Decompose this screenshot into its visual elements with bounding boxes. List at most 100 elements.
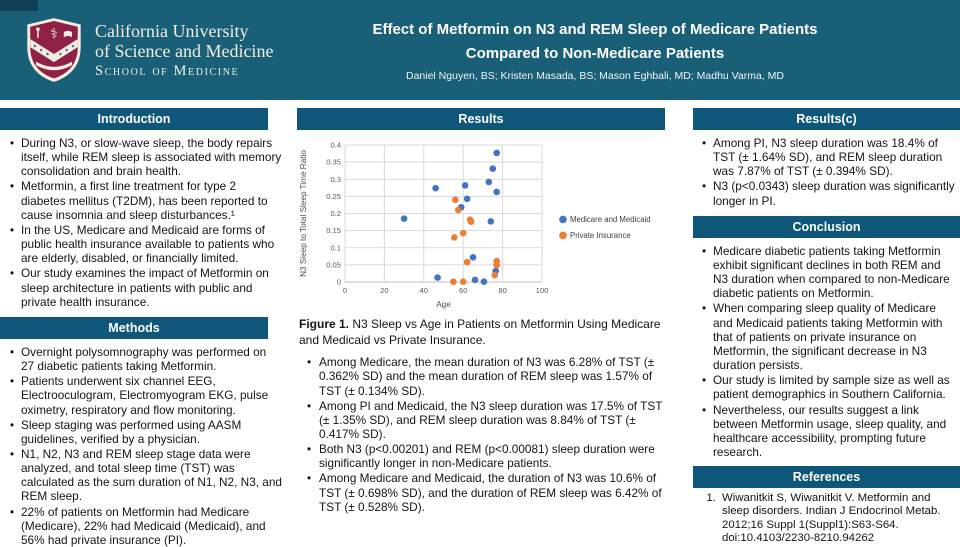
column-middle: Results 0 20 40 60 80 100 0 0.05 0.1 0.15 0.2 0.25 0… — [297, 108, 665, 514]
column-left: Introduction During N3, or slow-wave sle… — [0, 108, 290, 547]
chart-point — [451, 234, 458, 241]
column-right: Results(c) Among PI, N3 sleep duration w… — [693, 108, 960, 545]
svg-text:★: ★ — [71, 43, 76, 48]
staff-of-asclepius-icon: ⚕ — [50, 26, 58, 42]
svg-text:40: 40 — [420, 286, 428, 295]
section-header-introduction: Introduction — [0, 108, 268, 130]
university-shield-icon: ⚕ ★ ★ ★ ★ ★ ★ — [27, 18, 81, 82]
chart-point — [452, 196, 459, 204]
introduction-bullet: During N3, or slow-wave sleep, the body … — [8, 136, 282, 178]
series-private-insurance — [450, 196, 500, 285]
results-bullet: Among Medicare and Medicaid, the duratio… — [303, 471, 663, 513]
svg-text:★: ★ — [65, 47, 70, 52]
poster-title: Effect of Metformin on N3 and REM Sleep … — [372, 18, 817, 65]
svg-text:0.2: 0.2 — [330, 209, 341, 218]
svg-text:0.25: 0.25 — [326, 192, 341, 201]
conclusion-bullet: Medicare diabetic patients taking Metfor… — [700, 244, 958, 301]
poster-title-line2: Compared to Non-Medicare Patients — [465, 44, 725, 62]
reference-item: Wiwanitkit S, Wiwanitkit V. Metformin an… — [719, 492, 960, 545]
chart-tick-labels: 0 20 40 60 80 100 0 0.05 0.1 0.15 0.2 0.25 0.3 0.35 0.… — [326, 141, 548, 295]
conclusion-bullet: Nevertheless, our results suggest a link… — [700, 403, 958, 460]
references-list: Wiwanitkit S, Wiwanitkit V. Metformin an… — [693, 492, 960, 545]
conclusion-bullet: Our study is limited by sample size as w… — [700, 373, 958, 401]
scatter-chart: 0 20 40 60 80 100 0 0.05 0.1 0.15 0.2 0.25 0.3 0.35 0.… — [297, 134, 665, 316]
chart-point — [469, 254, 477, 261]
results-bullet: Among PI and Medicaid, the N3 sleep dura… — [303, 399, 663, 441]
chart-point — [400, 215, 408, 222]
x-axis-title: Age — [436, 300, 451, 309]
chart-point — [493, 261, 500, 269]
svg-text:0: 0 — [343, 286, 347, 295]
university-name-line1: California University — [95, 20, 249, 41]
chart-point — [459, 278, 467, 285]
university-logo: ⚕ ★ ★ ★ ★ ★ ★ California University of S… — [25, 16, 273, 84]
chart-point — [454, 206, 462, 214]
legend-label: Medicare and Medicaid — [570, 215, 651, 224]
results-bullet: Among Medicare, the mean duration of N3 … — [303, 355, 663, 397]
methods-list: Overnight polysomnography was performed … — [0, 339, 290, 547]
svg-text:0.15: 0.15 — [326, 226, 341, 235]
chart-point — [434, 274, 441, 281]
chart-point — [485, 178, 493, 186]
series-medicare-medicaid — [400, 149, 500, 285]
svg-text:★: ★ — [58, 52, 63, 57]
methods-bullet: N1, N2, N3 and REM sleep stage data were… — [8, 447, 282, 504]
results-c-bullet: N3 (p<0.0343) sleep duration was signifi… — [700, 179, 958, 207]
chart-point — [467, 218, 475, 226]
chart-grid — [344, 144, 543, 283]
university-name-line3: School of Medicine — [95, 62, 240, 79]
introduction-bullet: Metformin, a first line treatment for ty… — [8, 179, 282, 221]
authors-line: Daniel Nguyen, BS; Kristen Masada, BS; M… — [406, 69, 784, 82]
conclusion-bullet: When comparing sleep quality of Medicare… — [700, 301, 958, 372]
section-header-methods: Methods — [0, 316, 268, 339]
chart-point — [471, 276, 479, 284]
svg-text:0.35: 0.35 — [326, 158, 341, 167]
methods-bullet: Overnight polysomnography was performed … — [8, 345, 282, 373]
chart-point — [450, 278, 457, 285]
svg-text:0.05: 0.05 — [326, 260, 341, 269]
introduction-list: During N3, or slow-wave sleep, the body … — [0, 130, 290, 309]
svg-text:20: 20 — [380, 286, 388, 295]
svg-text:★: ★ — [46, 52, 51, 57]
svg-text:★: ★ — [33, 43, 38, 48]
introduction-bullet: In the US, Medicare and Medicaid are for… — [8, 223, 282, 265]
chart-point — [463, 258, 471, 266]
section-header-results: Results — [297, 108, 665, 130]
chart-point — [463, 195, 471, 203]
conclusion-list: Medicare diabetic patients taking Metfor… — [693, 238, 960, 459]
title-block: Effect of Metformin on N3 and REM Sleep … — [230, 0, 960, 100]
svg-text:0.4: 0.4 — [330, 141, 341, 150]
methods-bullet: Sleep staging was performed using AASM g… — [8, 418, 282, 446]
svg-text:0: 0 — [337, 278, 341, 287]
figure-label: Figure 1. — [299, 317, 350, 331]
legend-marker — [559, 231, 567, 240]
chart-point — [489, 165, 497, 172]
chart-point — [493, 149, 500, 157]
introduction-bullet: Our study examines the impact of Metform… — [8, 266, 282, 308]
chart-point — [480, 278, 488, 285]
chart-point — [459, 229, 467, 237]
results-c-bullet: Among PI, N3 sleep duration was 18.4% of… — [700, 136, 958, 178]
svg-text:80: 80 — [498, 286, 506, 295]
svg-text:60: 60 — [459, 286, 467, 295]
figure-caption: Figure 1. N3 Sleep vs Age in Patients on… — [297, 316, 665, 348]
university-name: California University of Science and Med… — [95, 21, 273, 80]
legend-marker — [559, 215, 567, 224]
section-header-references: References — [693, 466, 960, 489]
results-c-list: Among PI, N3 sleep duration was 18.4% of… — [693, 130, 960, 208]
chart-point — [461, 182, 469, 189]
poster-header: ⚕ ★ ★ ★ ★ ★ ★ California University of S… — [0, 0, 960, 100]
methods-bullet: 22% of patients on Metformin had Medicar… — [8, 505, 282, 547]
svg-text:0.3: 0.3 — [330, 175, 341, 184]
methods-bullet: Patients underwent six channel EEG, Elec… — [8, 374, 282, 416]
legend-label: Private Insurance — [570, 231, 631, 240]
section-header-results-c: Results(c) — [693, 108, 960, 130]
poster-title-line1: Effect of Metformin on N3 and REM Sleep … — [372, 21, 818, 39]
chart-point — [493, 188, 500, 196]
results-list: Among Medicare, the mean duration of N3 … — [297, 348, 665, 514]
svg-text:100: 100 — [536, 286, 549, 295]
university-name-line2: of Science and Medicine — [95, 41, 274, 62]
chart-point — [491, 271, 499, 279]
svg-text:★: ★ — [39, 47, 44, 52]
chart-point — [432, 184, 439, 192]
